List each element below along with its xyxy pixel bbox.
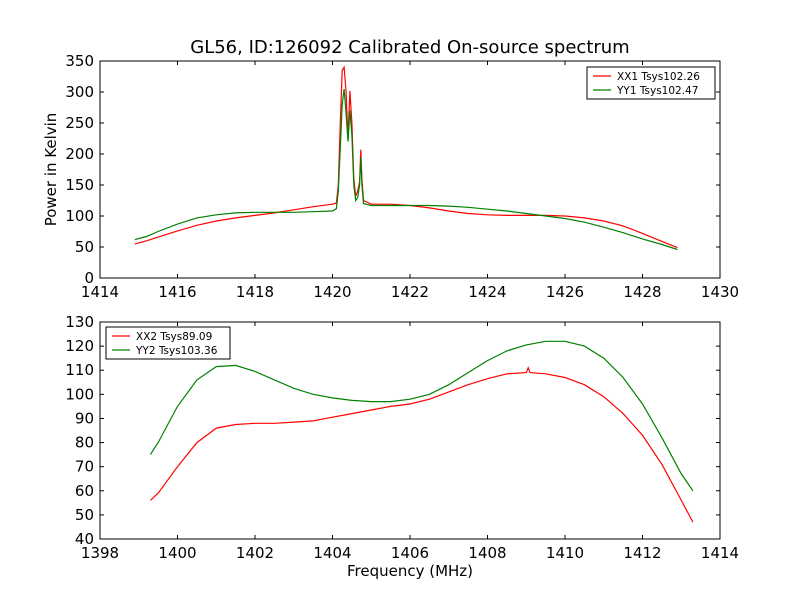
y-tick-label: 120: [65, 337, 94, 355]
x-tick-label: 1430: [701, 283, 739, 301]
y-tick-label: 50: [75, 238, 94, 256]
y-axis-label: Power in Kelvin: [42, 113, 60, 227]
top-panel: 1414 1416 1418 1420 1422 1424 1426 1428 1430 0 50 1…: [42, 52, 739, 301]
legend: XX1 Tsys102.26 YY1 Tsys102.47: [586, 66, 716, 100]
x-tick-label: 1422: [391, 283, 429, 301]
x-tick-label: 1412: [623, 544, 661, 562]
series-line-yy: [134, 88, 678, 251]
y-tick-label: 130: [65, 313, 94, 331]
x-tick-label: 1414: [701, 544, 739, 562]
y-tick-label: 50: [75, 506, 94, 524]
legend-box: [586, 66, 716, 100]
x-tick-label: 1416: [158, 283, 196, 301]
legend-label: YY2 Tsys103.36: [135, 345, 218, 357]
chart-title: GL56, ID:126092 Calibrated On-source spe…: [190, 37, 629, 58]
x-tick-label: 1424: [468, 283, 506, 301]
x-tick-label: 1428: [623, 283, 661, 301]
x-axis-label: Frequency (MHz): [347, 562, 473, 580]
legend-label: XX1 Tsys102.26: [617, 71, 700, 83]
x-tick-label: 1404: [313, 544, 351, 562]
y-tick-label: 200: [65, 145, 94, 163]
bottom-panel: 1398 1400 1402 1404 1406 1408 1410 1412 1414 40 50…: [65, 313, 739, 580]
x-tick-label: 1420: [313, 283, 351, 301]
x-tick-label: 1408: [468, 544, 506, 562]
legend-box: [105, 326, 231, 360]
x-tick-label: 1400: [158, 544, 196, 562]
y-tick-label: 60: [75, 482, 94, 500]
y-tick-label: 70: [75, 458, 94, 476]
x-tick-label: 1418: [236, 283, 274, 301]
y-tick-label: 40: [75, 530, 94, 548]
y-tick-label: 300: [65, 83, 94, 101]
series-line-xx: [149, 366, 694, 523]
y-tick-label: 90: [75, 409, 94, 427]
x-tick-label: 1410: [546, 544, 584, 562]
y-tick-label: 110: [65, 361, 94, 379]
legend: XX2 Tsys89.09 YY2 Tsys103.36: [105, 326, 231, 360]
x-tick-label: 1426: [546, 283, 584, 301]
y-tick-label: 150: [65, 176, 94, 194]
x-tick-label: 1398: [81, 544, 119, 562]
y-tick-label: 0: [84, 269, 94, 287]
legend-label: XX2 Tsys89.09: [136, 331, 212, 343]
y-tick-label: 100: [65, 207, 94, 225]
y-tick-label: 350: [65, 52, 94, 70]
x-tick-label: 1402: [236, 544, 274, 562]
y-tick-label: 100: [65, 385, 94, 403]
series-line-yy: [149, 340, 694, 492]
y-tick-label: 250: [65, 114, 94, 132]
legend-label: YY1 Tsys102.47: [616, 85, 698, 97]
x-tick-label: 1406: [391, 544, 429, 562]
x-tick-label: 1414: [81, 283, 119, 301]
y-tick-label: 80: [75, 434, 94, 452]
